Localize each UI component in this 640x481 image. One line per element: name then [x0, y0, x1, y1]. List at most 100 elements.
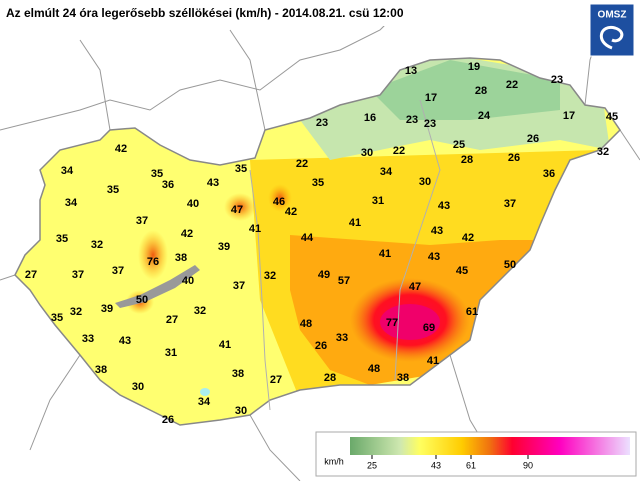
station-value: 41	[427, 355, 439, 367]
station-value: 30	[132, 381, 144, 393]
station-value: 30	[361, 147, 373, 159]
station-value: 69	[423, 322, 435, 334]
station-value: 57	[338, 275, 350, 287]
station-value: 38	[95, 364, 107, 376]
station-value: 37	[136, 215, 148, 227]
station-value: 47	[409, 281, 421, 293]
station-value: 26	[508, 152, 520, 164]
station-value: 23	[551, 74, 563, 86]
station-value: 77	[386, 317, 398, 329]
station-value: 43	[431, 225, 443, 237]
station-value: 47	[231, 204, 243, 216]
station-value: 42	[462, 232, 474, 244]
station-value: 50	[504, 259, 516, 271]
station-value: 34	[198, 396, 211, 408]
station-value: 61	[466, 306, 478, 318]
station-value: 30	[419, 176, 431, 188]
station-value: 32	[70, 306, 82, 318]
station-value: 16	[364, 112, 376, 124]
station-value: 34	[380, 166, 393, 178]
legend-tick-label: 90	[523, 460, 533, 470]
station-value: 41	[249, 223, 261, 235]
station-value: 30	[235, 405, 247, 417]
title-bar	[0, 0, 640, 26]
station-value: 48	[368, 363, 380, 375]
station-value: 27	[270, 374, 282, 386]
station-value: 39	[218, 241, 230, 253]
legend-tick-label: 61	[466, 460, 476, 470]
legend-unit: km/h	[324, 456, 344, 466]
station-value: 43	[119, 335, 131, 347]
station-value: 32	[194, 305, 206, 317]
station-value: 33	[82, 333, 94, 345]
station-value: 38	[175, 252, 187, 264]
station-value: 41	[379, 248, 391, 260]
logo-text: OMSZ	[598, 10, 627, 21]
station-value: 26	[162, 414, 174, 426]
station-value: 25	[453, 139, 465, 151]
legend-tick-label: 43	[431, 460, 441, 470]
station-value: 45	[606, 111, 618, 123]
rivers	[249, 99, 441, 411]
legend: km/h 25 43 61 90	[315, 431, 637, 477]
station-value: 49	[318, 269, 330, 281]
station-value: 31	[372, 195, 384, 207]
station-value: 48	[300, 318, 312, 330]
station-value: 37	[233, 280, 245, 292]
station-value: 35	[235, 163, 247, 175]
station-value: 27	[166, 314, 178, 326]
station-value: 34	[65, 197, 78, 209]
station-value: 34	[61, 165, 74, 177]
title: Az elmúlt 24 óra legerősebb széllökései …	[6, 6, 404, 20]
station-value: 28	[461, 154, 473, 166]
station-value: 36	[543, 168, 555, 180]
station-value: 26	[527, 133, 539, 145]
station-value: 23	[316, 117, 328, 129]
station-value: 76	[147, 256, 159, 268]
station-value: 37	[504, 198, 516, 210]
station-value: 35	[51, 312, 63, 324]
neighbour-borders	[0, 9, 640, 481]
station-value: 26	[315, 340, 327, 352]
station-value: 42	[181, 228, 193, 240]
station-value: 32	[597, 146, 609, 158]
station-value: 44	[301, 232, 314, 244]
station-value: 23	[406, 114, 418, 126]
station-value: 35	[56, 233, 68, 245]
station-value: 35	[312, 177, 324, 189]
station-value: 32	[264, 270, 276, 282]
station-value: 17	[425, 92, 437, 104]
station-value: 33	[336, 332, 348, 344]
station-value: 27	[25, 269, 37, 281]
station-value: 28	[475, 85, 487, 97]
station-value: 45	[456, 265, 468, 277]
station-value: 38	[232, 368, 244, 380]
station-value: 46	[273, 196, 285, 208]
station-value: 36	[162, 179, 174, 191]
station-value: 37	[112, 265, 124, 277]
station-value: 50	[136, 294, 148, 306]
station-value: 19	[468, 61, 480, 73]
station-value: 22	[393, 145, 405, 157]
station-value: 37	[72, 269, 84, 281]
station-value: 35	[151, 168, 163, 180]
station-value: 38	[397, 372, 409, 384]
station-value: 23	[424, 118, 436, 130]
station-value: 39	[101, 303, 113, 315]
station-value: 22	[506, 79, 518, 91]
station-value: 41	[349, 217, 361, 229]
station-value: 42	[285, 206, 297, 218]
station-value: 43	[207, 177, 219, 189]
logo: OMSZ	[589, 3, 635, 57]
station-value: 13	[405, 65, 417, 77]
station-value: 22	[296, 158, 308, 170]
station-value: 41	[219, 339, 231, 351]
station-value: 42	[115, 143, 127, 155]
station-value: 43	[428, 251, 440, 263]
station-value: 17	[563, 110, 575, 122]
station-value: 40	[182, 275, 194, 287]
station-value: 35	[107, 184, 119, 196]
station-value: 31	[165, 347, 177, 359]
station-value: 24	[478, 110, 491, 122]
